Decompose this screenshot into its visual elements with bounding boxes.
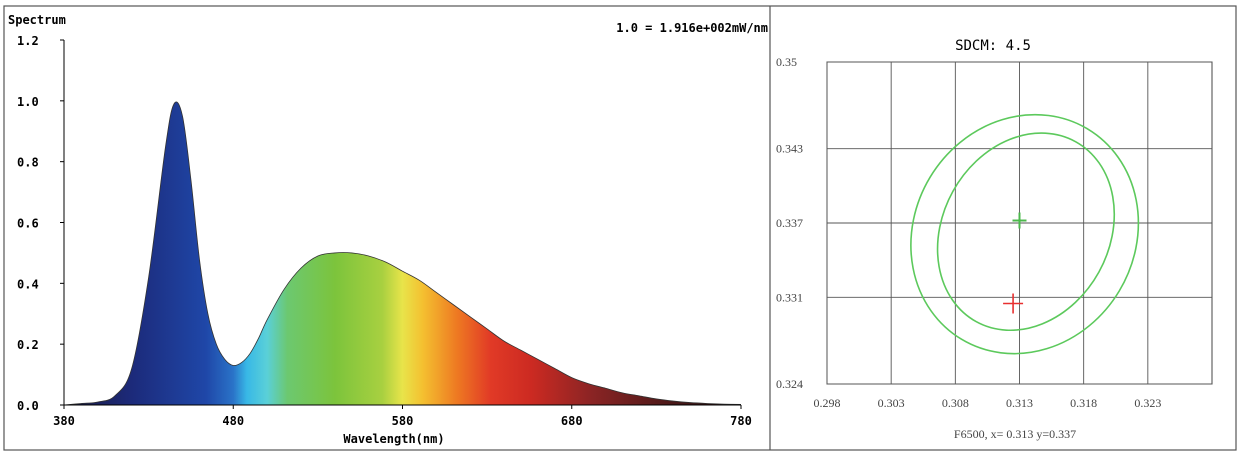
- y-tick-group: 0.35 0.343 0.337 0.331 0.324: [776, 55, 803, 391]
- report-frame: [3, 5, 1237, 451]
- spectrum-line: [63, 101, 742, 406]
- y-tick-label: 0.8: [17, 156, 39, 170]
- y-tick-label: 0.324: [776, 377, 803, 391]
- ellipse-group: [910, 113, 1140, 355]
- y-tick-label: 1.2: [17, 34, 39, 48]
- chromaticity-footer: F6500, x= 0.313 y=0.337: [954, 427, 1076, 441]
- y-tick-label: 0.4: [17, 277, 39, 291]
- x-tick-group: 0.298 0.303 0.308 0.313 0.318 0.323: [814, 396, 1162, 410]
- measured-point-marker: [1003, 293, 1024, 314]
- sdcm-title: SDCM: 4.5: [955, 38, 1031, 54]
- x-tick-label: 780: [730, 414, 752, 428]
- x-axis-label: Wavelength(nm): [343, 432, 444, 446]
- x-tick-label: 580: [392, 414, 414, 428]
- y-tick-label: 0.0: [17, 399, 39, 413]
- spectrum-title: Spectrum: [8, 13, 66, 27]
- x-tick-group: 380 480 580 680 780: [53, 405, 752, 428]
- x-tick-label: 0.308: [942, 396, 969, 410]
- target-center-marker: [1012, 212, 1027, 229]
- y-tick-label: 0.337: [776, 216, 803, 230]
- spectrum-chart: Spectrum 1.0 = 1.916e+002mW/nm 0.0 0.2 0.4…: [8, 13, 768, 446]
- y-tick-group: 0.0 0.2 0.4 0.6 0.8 1.0 1.2: [17, 34, 64, 413]
- x-tick-label: 0.318: [1070, 396, 1097, 410]
- y-tick-label: 1.0: [17, 95, 39, 109]
- x-tick-label: 380: [53, 414, 75, 428]
- x-tick-label: 0.303: [878, 396, 905, 410]
- y-tick-label: 0.343: [776, 142, 803, 156]
- sdcm-chart: SDCM: 4.5 0.35 0.343 0.337 0.331 0.324 0.298…: [776, 38, 1213, 441]
- x-tick-label: 680: [561, 414, 583, 428]
- x-tick-label: 0.323: [1134, 396, 1161, 410]
- x-tick-label: 0.313: [1006, 396, 1033, 410]
- y-tick-label: 0.6: [17, 217, 39, 231]
- spectrum-area: [64, 101, 741, 406]
- y-tick-label: 0.331: [776, 290, 803, 304]
- y-tick-label: 0.2: [17, 338, 39, 352]
- y-tick-label: 0.35: [776, 55, 797, 69]
- scale-note: 1.0 = 1.916e+002mW/nm: [616, 21, 768, 35]
- sdcm-ellipse: [910, 113, 1140, 355]
- x-tick-label: 480: [222, 414, 244, 428]
- sdcm-ellipse: [936, 132, 1116, 332]
- x-tick-label: 0.298: [814, 396, 841, 410]
